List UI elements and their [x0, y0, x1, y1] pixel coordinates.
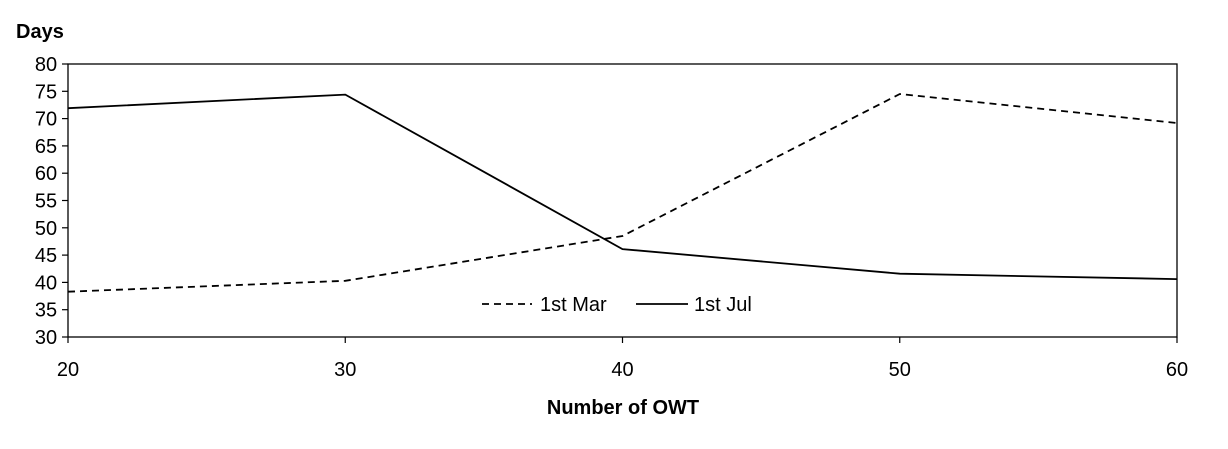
series-line-1 [67, 93, 1178, 293]
x-tick-label: 30 [334, 359, 356, 381]
y-axis-title: Days [16, 21, 64, 43]
y-tick-label: 65 [35, 136, 57, 158]
series-layer [67, 93, 1178, 293]
x-axis: 20 30 40 50 60 [57, 337, 1188, 381]
y-tick-label: 40 [35, 272, 57, 294]
y-tick-label: 30 [35, 327, 57, 349]
y-tick-label: 75 [35, 81, 57, 103]
plot-area-border [67, 63, 1178, 338]
legend-label-2: 1st Jul [694, 294, 752, 316]
x-tick-label: 20 [57, 359, 79, 381]
x-tick-label: 40 [611, 359, 633, 381]
y-tick-label: 60 [35, 163, 57, 185]
y-tick-label: 80 [35, 54, 57, 76]
y-tick-label: 35 [35, 300, 57, 322]
y-axis: 30 35 40 45 50 55 60 65 70 75 80 [35, 54, 68, 349]
series-line-2 [67, 93, 1178, 280]
y-tick-label: 50 [35, 218, 57, 240]
legend: 1st Mar 1st Jul [482, 294, 752, 316]
x-tick-label: 50 [889, 359, 911, 381]
y-tick-label: 55 [35, 191, 57, 213]
y-tick-label: 70 [35, 109, 57, 131]
x-tick-label: 60 [1166, 359, 1188, 381]
y-tick-label: 45 [35, 245, 57, 267]
x-axis-title: Number of OWT [547, 397, 699, 419]
legend-label-1: 1st Mar [540, 294, 607, 316]
